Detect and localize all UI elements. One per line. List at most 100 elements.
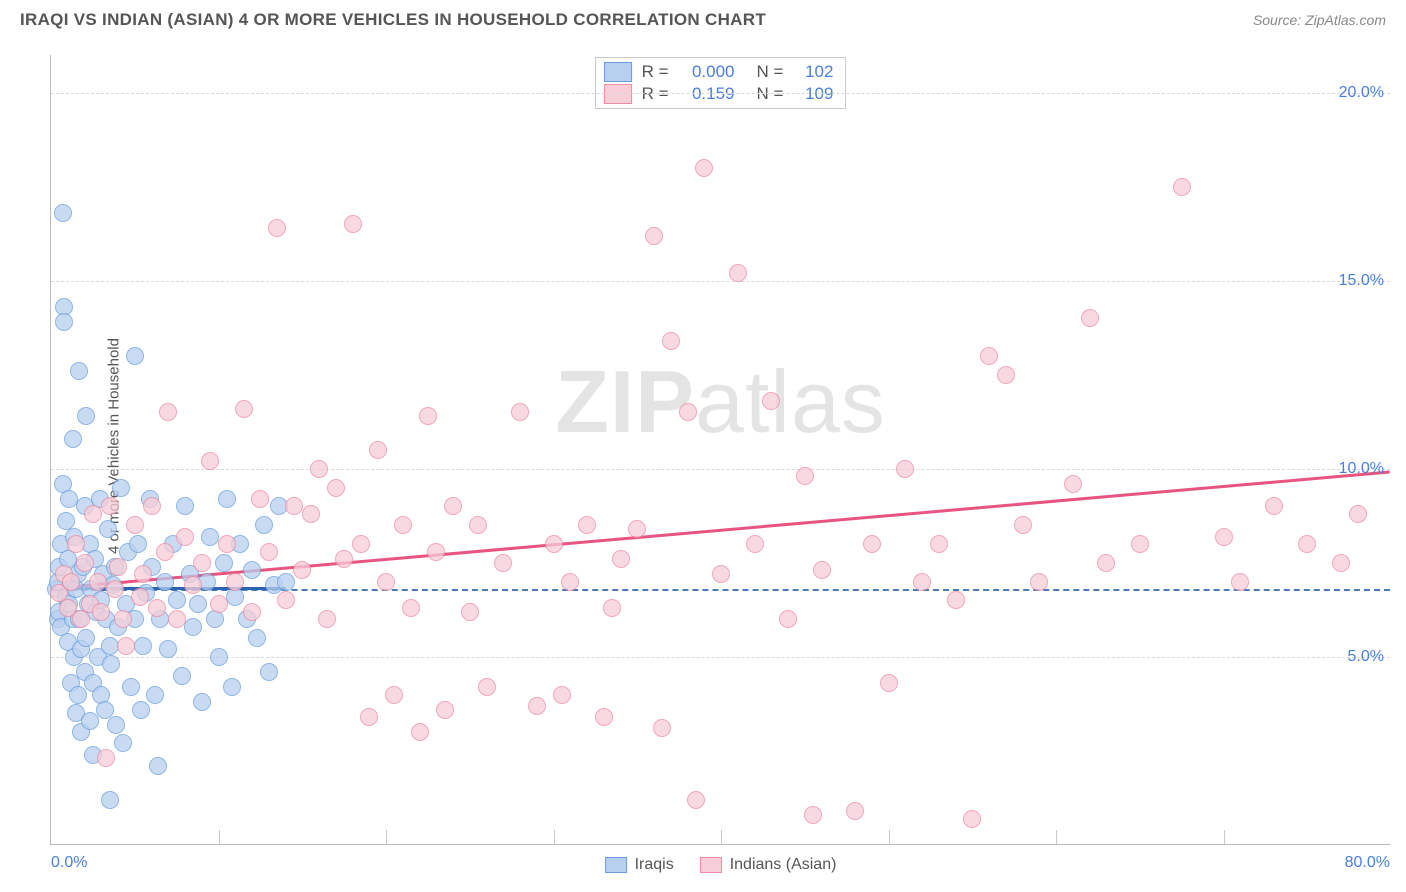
scatter-point xyxy=(896,460,914,478)
scatter-point xyxy=(218,490,236,508)
scatter-point xyxy=(77,629,95,647)
scatter-point xyxy=(729,264,747,282)
y-tick-label: 20.0% xyxy=(1339,84,1384,102)
scatter-point xyxy=(67,535,85,553)
scatter-point xyxy=(310,460,328,478)
legend-swatch xyxy=(700,857,722,873)
scatter-point xyxy=(746,535,764,553)
scatter-point xyxy=(107,716,125,734)
x-minor-tick xyxy=(219,830,220,844)
scatter-point xyxy=(117,637,135,655)
scatter-point xyxy=(427,543,445,561)
scatter-point xyxy=(679,403,697,421)
scatter-point xyxy=(268,219,286,237)
scatter-point xyxy=(318,610,336,628)
x-minor-tick xyxy=(554,830,555,844)
x-minor-tick xyxy=(721,830,722,844)
legend-item: Indians (Asian) xyxy=(700,856,837,874)
scatter-point xyxy=(762,392,780,410)
scatter-point xyxy=(1173,178,1191,196)
scatter-point xyxy=(99,520,117,538)
scatter-point xyxy=(102,655,120,673)
scatter-point xyxy=(285,497,303,515)
scatter-point xyxy=(89,573,107,591)
scatter-point xyxy=(980,347,998,365)
scatter-point xyxy=(184,618,202,636)
y-tick-label: 15.0% xyxy=(1339,272,1384,290)
scatter-point xyxy=(653,719,671,737)
scatter-point xyxy=(469,516,487,534)
scatter-point xyxy=(168,591,186,609)
scatter-point xyxy=(77,407,95,425)
scatter-point xyxy=(419,407,437,425)
scatter-point xyxy=(255,516,273,534)
legend-label: Iraqis xyxy=(635,856,674,874)
scatter-point xyxy=(176,497,194,515)
scatter-point xyxy=(132,701,150,719)
legend-stats-row: R =0.000N =102 xyxy=(604,61,834,83)
scatter-point xyxy=(168,610,186,628)
scatter-point xyxy=(804,806,822,824)
scatter-point xyxy=(687,791,705,809)
x-tick-label: 0.0% xyxy=(51,854,87,872)
scatter-point xyxy=(114,734,132,752)
scatter-point xyxy=(84,505,102,523)
scatter-point xyxy=(662,332,680,350)
r-value: 0.000 xyxy=(679,62,735,82)
scatter-point xyxy=(101,637,119,655)
scatter-point xyxy=(695,159,713,177)
scatter-point xyxy=(159,403,177,421)
r-value: 0.159 xyxy=(679,84,735,104)
scatter-point xyxy=(243,561,261,579)
n-value: 102 xyxy=(793,62,833,82)
legend-label: Indians (Asian) xyxy=(730,856,837,874)
scatter-point xyxy=(846,802,864,820)
scatter-point xyxy=(226,573,244,591)
scatter-point xyxy=(813,561,831,579)
scatter-point xyxy=(210,648,228,666)
scatter-point xyxy=(156,543,174,561)
n-label: N = xyxy=(757,84,784,104)
scatter-point xyxy=(109,558,127,576)
scatter-point xyxy=(796,467,814,485)
scatter-point xyxy=(126,347,144,365)
scatter-point xyxy=(248,629,266,647)
scatter-point xyxy=(712,565,730,583)
scatter-point xyxy=(260,543,278,561)
chart-title: IRAQI VS INDIAN (ASIAN) 4 OR MORE VEHICL… xyxy=(20,10,766,30)
scatter-point xyxy=(260,663,278,681)
scatter-point xyxy=(947,591,965,609)
scatter-point xyxy=(1349,505,1367,523)
scatter-point xyxy=(293,561,311,579)
scatter-point xyxy=(223,678,241,696)
scatter-point xyxy=(134,565,152,583)
scatter-point xyxy=(201,452,219,470)
scatter-point xyxy=(436,701,454,719)
scatter-point xyxy=(129,535,147,553)
y-tick-label: 10.0% xyxy=(1339,460,1384,478)
scatter-point xyxy=(494,554,512,572)
source-label: Source: ZipAtlas.com xyxy=(1253,12,1386,28)
scatter-point xyxy=(603,599,621,617)
scatter-point xyxy=(612,550,630,568)
scatter-point xyxy=(184,576,202,594)
scatter-point xyxy=(461,603,479,621)
scatter-point xyxy=(277,573,295,591)
scatter-point xyxy=(545,535,563,553)
scatter-point xyxy=(1231,573,1249,591)
scatter-point xyxy=(54,204,72,222)
scatter-point xyxy=(122,678,140,696)
x-minor-tick xyxy=(1056,830,1057,844)
scatter-point xyxy=(1014,516,1032,534)
scatter-point xyxy=(126,516,144,534)
y-tick-label: 5.0% xyxy=(1348,648,1384,666)
x-minor-tick xyxy=(1224,830,1225,844)
legend-stats-row: R =0.159N =109 xyxy=(604,83,834,105)
scatter-point xyxy=(176,528,194,546)
scatter-point xyxy=(106,580,124,598)
gridline-h xyxy=(51,657,1390,658)
scatter-point xyxy=(595,708,613,726)
scatter-point xyxy=(218,535,236,553)
scatter-point xyxy=(148,599,166,617)
scatter-point xyxy=(779,610,797,628)
